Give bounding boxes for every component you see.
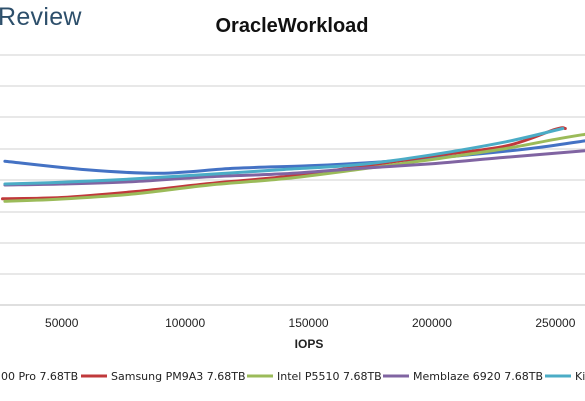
legend-label-0: 00 Pro 7.68TB [1,370,78,383]
series-line-2 [3,132,585,203]
legend-label-3: Memblaze 6920 7.68TB [413,370,543,383]
legend-label-1: Samsung PM9A3 7.68TB [111,370,246,383]
chart-title: OracleWorkload [215,15,368,37]
x-axis-label: IOPS [295,337,324,351]
x-tick-labels: 50000 100000 150000 200000 250000 [45,316,576,330]
x-tick-label: 200000 [412,316,452,330]
series-line-3 [3,149,585,187]
legend: 00 Pro 7.68TB Samsung PM9A3 7.68TB Intel P… [1,370,585,383]
x-tick-label: 50000 [45,316,79,330]
x-tick-label: 100000 [165,316,205,330]
brand-logo-text: Review [0,3,82,31]
legend-label-4: Ki [575,370,585,383]
series-line-1 [1,126,567,201]
x-tick-label: 250000 [535,316,575,330]
series-line-0 [3,139,585,175]
series-line-4 [3,127,565,186]
x-tick-label: 150000 [289,316,329,330]
legend-label-2: Intel P5510 7.68TB [277,370,382,383]
series-layer [1,126,585,203]
